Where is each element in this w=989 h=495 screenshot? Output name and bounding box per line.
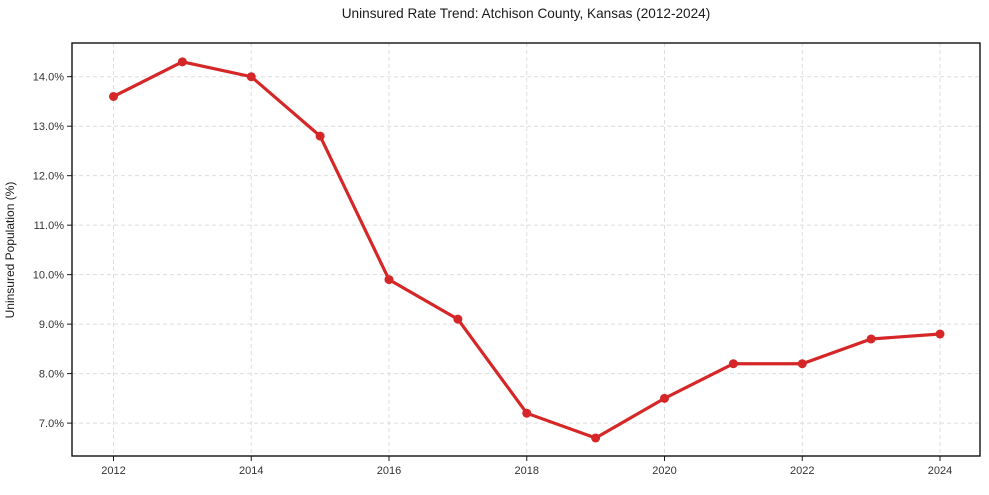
svg-text:2024: 2024 xyxy=(928,465,952,477)
svg-text:7.0%: 7.0% xyxy=(39,418,64,430)
svg-text:9.0%: 9.0% xyxy=(39,319,64,331)
svg-text:11.0%: 11.0% xyxy=(34,220,65,232)
svg-text:14.0%: 14.0% xyxy=(33,72,64,84)
svg-text:2016: 2016 xyxy=(377,465,401,477)
svg-text:2022: 2022 xyxy=(790,465,814,477)
svg-text:10.0%: 10.0% xyxy=(33,270,64,282)
svg-text:13.0%: 13.0% xyxy=(33,121,64,133)
svg-text:2012: 2012 xyxy=(101,465,125,477)
svg-text:2020: 2020 xyxy=(652,465,676,477)
svg-text:2014: 2014 xyxy=(239,465,263,477)
svg-text:12.0%: 12.0% xyxy=(33,171,64,183)
svg-text:2018: 2018 xyxy=(515,465,539,477)
svg-text:8.0%: 8.0% xyxy=(39,369,64,381)
